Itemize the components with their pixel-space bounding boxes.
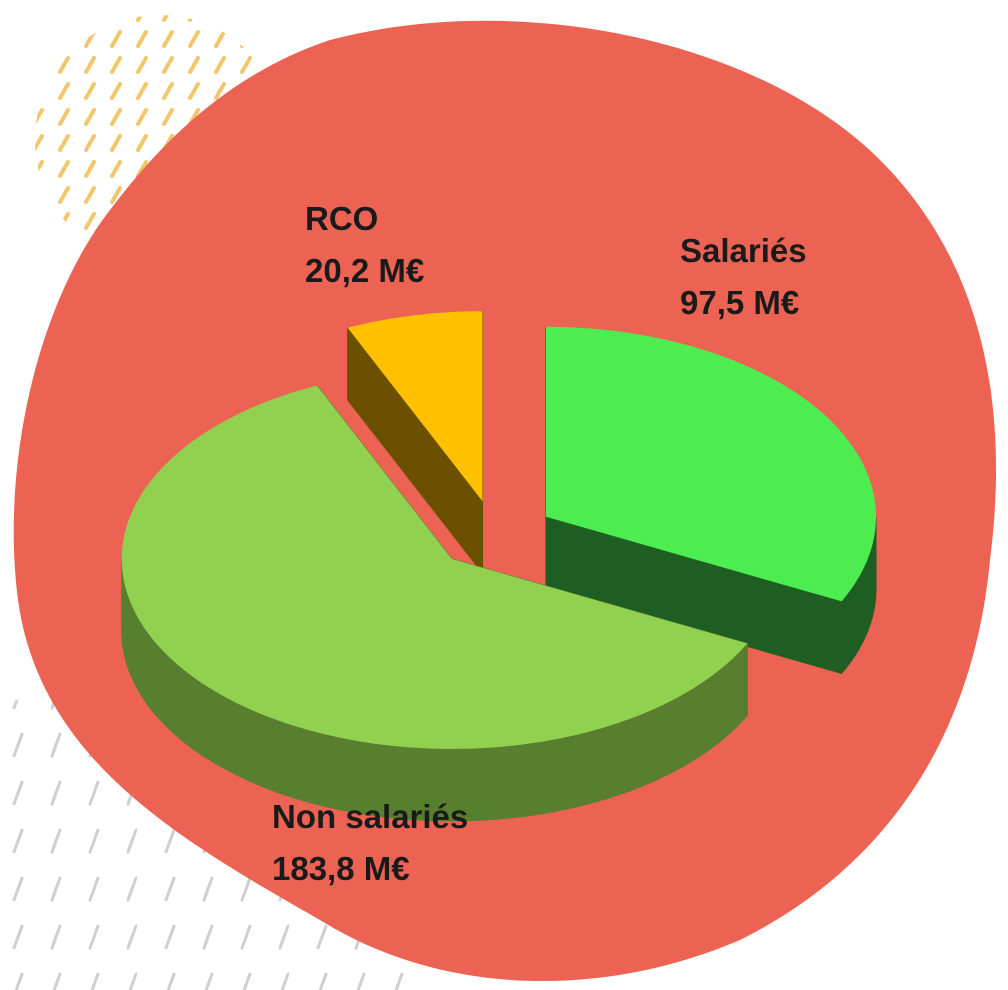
slice-value-label: 20,2 M€ [305,252,424,289]
slice-label: Salariés [680,232,807,269]
slice [546,326,876,602]
pie [121,311,877,822]
slice-value-label: 97,5 M€ [680,284,799,321]
slice [121,385,748,749]
slice-value-label: 183,8 M€ [272,850,410,887]
slice [347,311,483,502]
slice-label: Non salariés [272,798,468,835]
labels: Salariés 97,5 M€ Non salariés 183,8 M€ RCO 20… [272,200,807,887]
slice-label: RCO [305,200,378,237]
